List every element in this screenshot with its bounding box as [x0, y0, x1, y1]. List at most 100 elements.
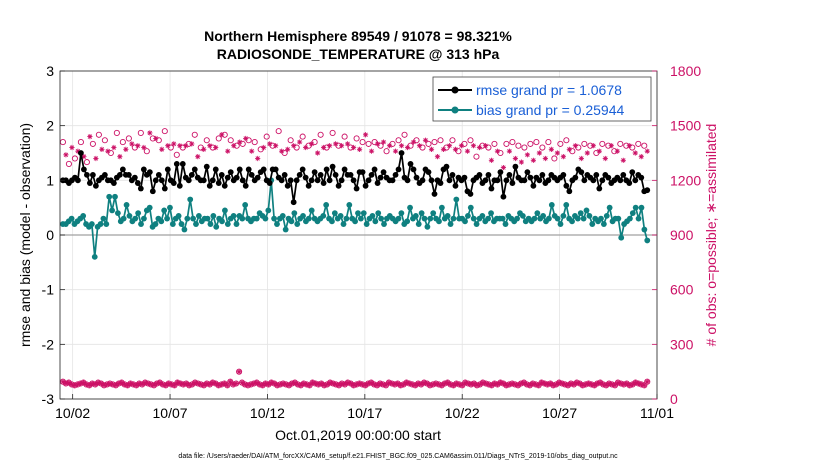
obs-assimilated-point	[588, 381, 595, 388]
rmse-point	[365, 177, 372, 184]
y-tick-label-right: 300	[670, 336, 694, 352]
obs-assimilated-point	[465, 380, 471, 387]
rmse-point	[281, 171, 288, 178]
obs-assimilated-point	[321, 382, 327, 388]
rmse-point	[131, 174, 138, 181]
bias-point	[190, 215, 196, 222]
rmse-point	[530, 182, 537, 189]
rmse-point	[482, 177, 489, 184]
obs-assimilated-point	[113, 382, 119, 388]
obs-assimilated-point	[371, 381, 377, 388]
rmse-point	[509, 180, 516, 186]
rmse-point	[560, 171, 567, 178]
obs-assimilated-point	[538, 380, 545, 386]
obs-assimilated-point	[213, 144, 219, 151]
bias-point	[210, 212, 217, 219]
bias-point	[574, 215, 581, 222]
bias-point	[372, 218, 379, 225]
bias-point	[418, 210, 425, 217]
bias-point	[224, 221, 231, 227]
rmse-point	[590, 177, 597, 184]
obs-assimilated-point	[464, 148, 471, 154]
obs-assimilated-point	[450, 382, 457, 388]
obs-assimilated-point	[644, 148, 650, 154]
bias-point	[629, 210, 636, 217]
bias-point	[470, 215, 477, 222]
obs-assimilated-point	[210, 380, 216, 386]
rmse-point	[137, 185, 144, 192]
obs-assimilated-point	[195, 154, 201, 160]
rmse-point	[617, 177, 624, 184]
obs-possible-point	[563, 137, 570, 144]
obs-assimilated-point	[440, 146, 447, 152]
obs-assimilated-point	[389, 380, 395, 387]
rmse-point	[110, 180, 117, 186]
obs-assimilated-point	[439, 382, 445, 388]
obs-possible-point	[341, 133, 348, 140]
rmse-point	[218, 171, 225, 178]
obs-assimilated-point	[213, 380, 219, 387]
rmse-point	[296, 171, 303, 178]
obs-assimilated-point	[374, 382, 380, 388]
bias-point	[554, 215, 561, 222]
obs-assimilated-point	[547, 380, 553, 387]
rmse-point	[311, 169, 318, 176]
rmse-point	[299, 166, 306, 173]
obs-assimilated-point	[207, 143, 213, 149]
rmse-point	[203, 163, 210, 170]
obs-assimilated-point	[596, 148, 602, 154]
rmse-point	[380, 169, 387, 176]
obs-assimilated-point	[135, 143, 141, 149]
obs-assimilated-point	[462, 380, 468, 386]
obs-assimilated-point	[548, 146, 554, 152]
obs-assimilated-point	[104, 381, 110, 388]
obs-assimilated-point	[227, 379, 233, 385]
rmse-point	[362, 182, 369, 189]
bias-point	[563, 202, 570, 208]
rmse-point	[359, 169, 366, 176]
obs-assimilated-point	[291, 143, 297, 149]
obs-assimilated-point	[459, 382, 465, 388]
obs-assimilated-point	[398, 382, 404, 388]
bias-point	[152, 221, 159, 227]
obs-assimilated-point	[427, 382, 433, 388]
rmse-point	[206, 182, 213, 189]
obs-possible-point	[581, 140, 588, 147]
rmse-point	[89, 171, 96, 178]
x-tick-label: 10/12	[250, 405, 285, 421]
bias-point	[618, 234, 625, 241]
obs-possible-point	[161, 128, 168, 135]
y-tick-label-right: 1500	[670, 118, 701, 134]
obs-assimilated-point	[298, 382, 304, 388]
obs-assimilated-point	[75, 148, 81, 154]
obs-assimilated-point	[183, 380, 189, 387]
rmse-point	[347, 171, 354, 178]
obs-assimilated-point	[512, 381, 518, 388]
obs-assimilated-point	[644, 379, 650, 385]
obs-assimilated-point	[497, 380, 504, 386]
obs-assimilated-point	[127, 380, 134, 387]
rmse-point	[626, 180, 633, 186]
bias-point	[340, 221, 347, 227]
x-tick-label: 10/22	[445, 405, 480, 421]
obs-assimilated-point	[614, 148, 620, 154]
bias-point	[540, 212, 547, 219]
obs-assimilated-point	[521, 380, 527, 386]
bias-point	[580, 215, 587, 222]
obs-assimilated-point	[600, 381, 606, 388]
rmse-point	[188, 171, 195, 178]
bias-point	[80, 212, 87, 219]
obs-assimilated-point	[306, 382, 313, 388]
obs-assimilated-point	[63, 380, 69, 387]
bias-point	[465, 212, 471, 219]
obs-assimilated-point	[93, 155, 99, 162]
obs-possible-point	[527, 140, 534, 147]
bias-point	[329, 218, 335, 225]
bias-point	[560, 212, 567, 219]
bias-point	[577, 210, 584, 217]
rmse-point	[170, 180, 177, 186]
obs-assimilated-point	[442, 380, 448, 387]
obs-assimilated-point	[225, 148, 231, 154]
rmse-point	[173, 161, 180, 167]
bias-point	[381, 221, 387, 227]
